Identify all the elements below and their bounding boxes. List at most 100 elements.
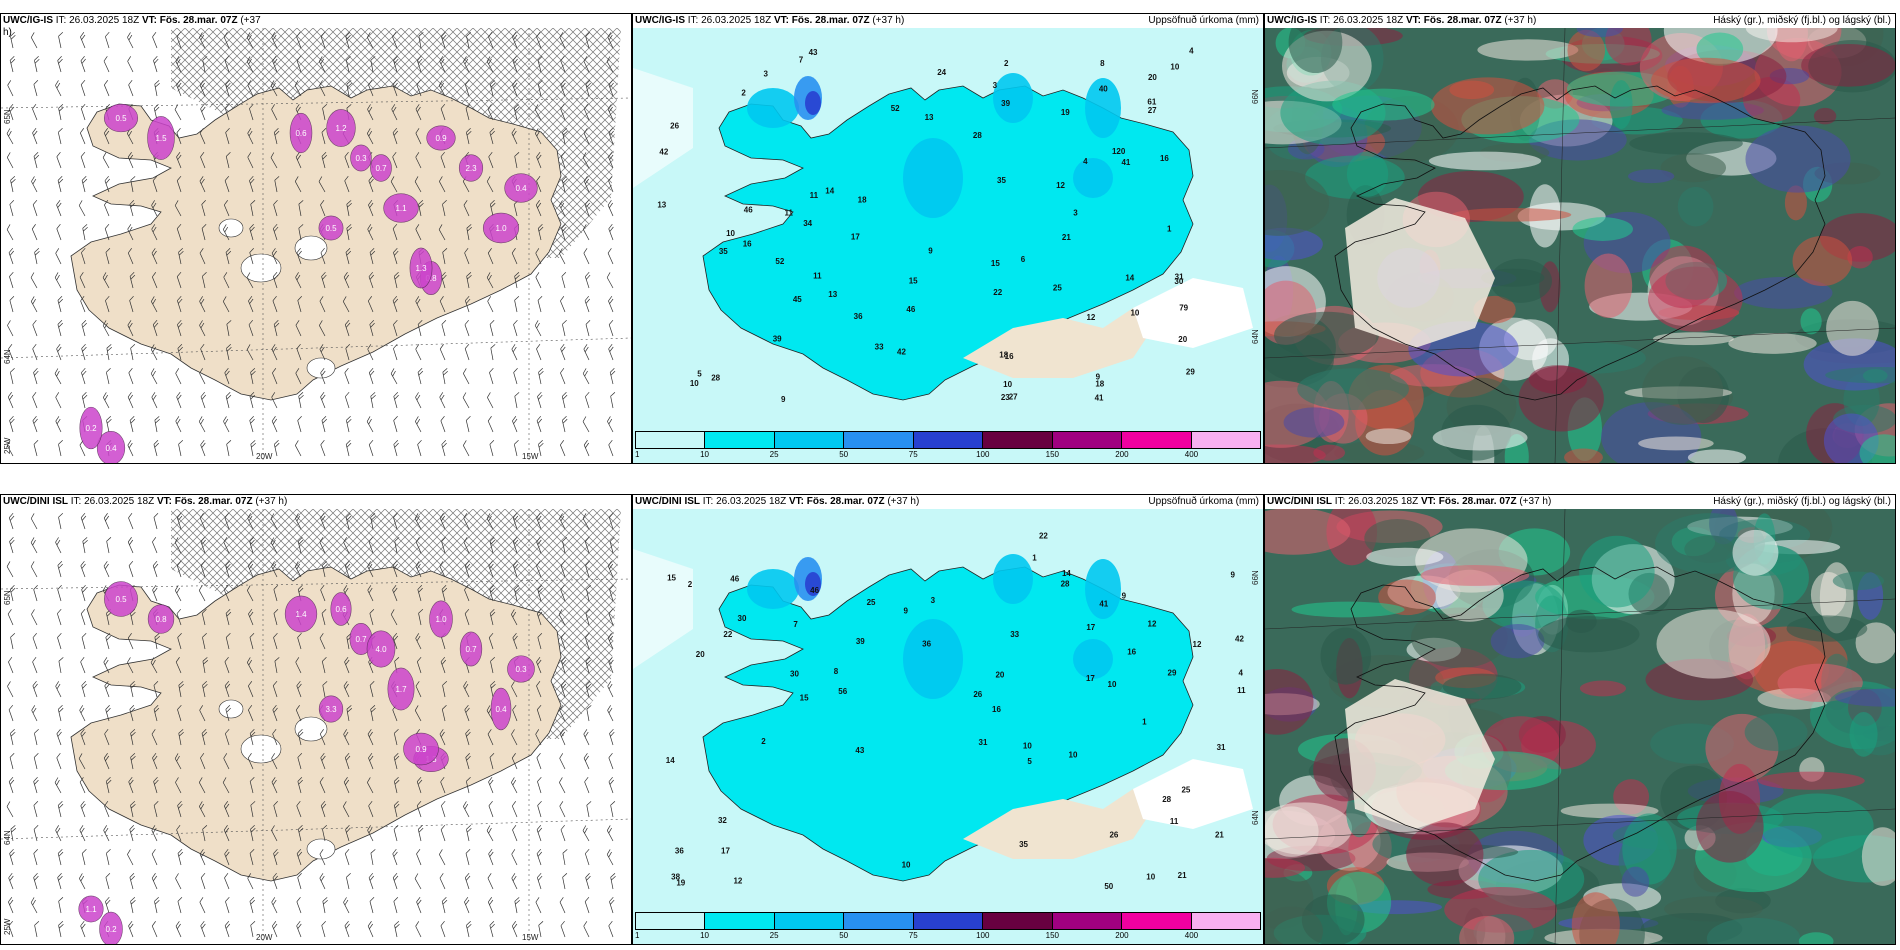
precip-value: 6 <box>1021 255 1026 264</box>
wind-barb <box>8 512 15 530</box>
wind-barb <box>585 680 592 698</box>
wind-barb <box>560 103 566 121</box>
wind-barb <box>442 248 448 265</box>
wind-barb <box>81 367 87 385</box>
wind-barb <box>344 175 350 193</box>
wind-barb <box>130 681 136 698</box>
precip-value: 0.8 <box>425 274 437 283</box>
wind-barb <box>440 415 446 433</box>
wind-barb <box>534 128 542 145</box>
wind-barb <box>150 368 158 385</box>
precip-value: 27 <box>1009 392 1018 401</box>
wind-barb <box>178 440 184 457</box>
cloud-cover-patch <box>1826 300 1879 356</box>
precip-value: 1 <box>1167 225 1172 234</box>
wind-barb <box>200 343 206 361</box>
cloud-cover-patch <box>1406 822 1484 887</box>
precip-value: 15 <box>909 276 918 285</box>
wind-barb <box>57 872 63 890</box>
wind-barb <box>128 776 134 794</box>
wind-barb <box>247 128 254 145</box>
wind-barb <box>536 608 543 626</box>
wind-barb <box>295 440 302 457</box>
wind-barb <box>8 776 15 794</box>
wind-barb <box>103 56 110 73</box>
precip-value: 12 <box>1193 640 1202 649</box>
wind-barb <box>200 439 206 457</box>
wind-barb <box>32 104 38 121</box>
wind-barb <box>586 801 592 818</box>
wind-barb <box>511 681 518 698</box>
map-canvas: 1611183546521035161207982742181624433146… <box>633 28 1263 463</box>
wind-barb <box>392 848 398 866</box>
wind-barb <box>106 416 112 433</box>
wind-barb <box>226 320 232 337</box>
precip-value: 46 <box>906 305 915 314</box>
wind-barb <box>223 585 230 602</box>
lead-time: (+37 <box>237 15 261 26</box>
wind-barb <box>272 56 278 73</box>
precip-value: 3 <box>993 81 998 90</box>
wind-barb <box>297 872 302 890</box>
wind-barb <box>153 680 159 698</box>
wind-barb <box>346 200 352 217</box>
wind-barb <box>442 200 447 217</box>
precip-value: 0.6 <box>295 129 307 138</box>
wind-barb <box>202 657 209 674</box>
wind-barb <box>368 439 374 457</box>
wind-barb <box>31 224 38 241</box>
wind-barb <box>176 223 182 241</box>
wind-barb <box>415 416 422 433</box>
precip-value: 1 <box>1032 554 1037 563</box>
wind-barb <box>271 753 278 770</box>
wind-barb <box>270 513 278 530</box>
precip-patch <box>1085 78 1121 138</box>
wind-barb <box>296 920 302 938</box>
precip-value: 39 <box>773 334 782 343</box>
wind-barb <box>464 872 471 890</box>
precip-blob <box>330 592 352 626</box>
wind-barb <box>393 272 400 289</box>
wind-barb <box>536 681 542 698</box>
wind-barb <box>199 320 206 337</box>
wind-barb <box>609 536 615 554</box>
cloud-cover-patch <box>1364 518 1431 558</box>
model-name: UWC/DINI ISL <box>635 496 700 507</box>
wind-barb <box>223 537 230 554</box>
precip-value: 0.4 <box>105 444 117 453</box>
wind-barb <box>153 512 159 530</box>
wind-barb <box>418 32 424 49</box>
wind-barb <box>438 224 446 241</box>
wind-barb <box>318 176 326 193</box>
wind-barb <box>246 657 254 674</box>
wind-barb <box>322 561 328 578</box>
map-canvas <box>1265 509 1895 944</box>
wind-barb <box>392 151 398 169</box>
wind-barb <box>297 752 303 770</box>
wind-barb <box>321 657 327 674</box>
wind-barb <box>559 32 566 49</box>
cloud-cover-patch <box>1849 712 1878 757</box>
wind-barb <box>608 608 614 626</box>
wind-barb <box>392 127 399 145</box>
wind-barb <box>346 80 352 97</box>
wind-barb <box>319 296 326 313</box>
wind-barb <box>610 392 616 409</box>
cloud-cover-patch <box>1786 615 1868 642</box>
precip-value: 25 <box>1053 284 1062 293</box>
wind-barb <box>152 560 159 578</box>
wind-barb <box>249 776 255 794</box>
wind-barb <box>79 873 86 890</box>
wind-barb <box>154 80 160 97</box>
wind-barb <box>417 319 423 337</box>
wind-barb <box>78 200 86 217</box>
wind-barb <box>439 392 446 409</box>
precip-value: 1.1 <box>85 905 97 914</box>
wind-barb <box>536 344 542 361</box>
wind-barb <box>343 272 350 289</box>
wind-barb <box>199 513 206 530</box>
wind-map-panel-dini: 0.50.81.40.61.00.70.30.41.31.70.74.03.30… <box>0 494 632 945</box>
map-canvas: 0.5 1.5 0.6 1.2 0.9 2.3 0.4 1.0 0.8 1.1 0.3 0.7 0.5 1… <box>1 28 631 463</box>
cloud-cover-patch <box>1800 308 1822 335</box>
wind-barb <box>81 175 88 193</box>
